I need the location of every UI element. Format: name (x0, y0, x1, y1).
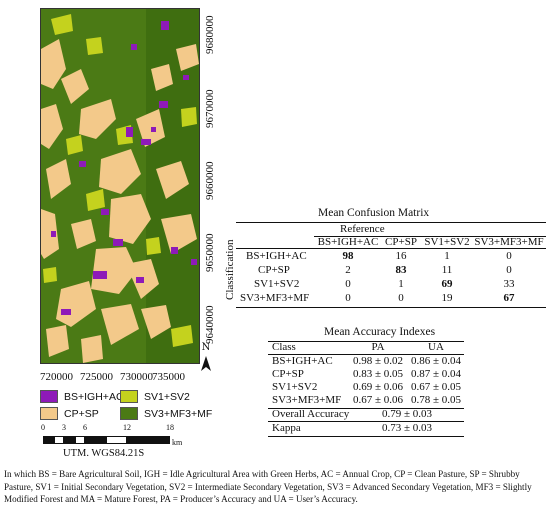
legend-item: SV3+MF3+MF (120, 407, 212, 420)
legend-item: CP+SP (40, 407, 99, 420)
cm-cell: 0 (506, 250, 512, 262)
legend-swatch (40, 407, 58, 420)
cm-cell: 0 (345, 278, 351, 290)
cm-cell: 1 (398, 278, 404, 290)
x-tick-label: 735000 (152, 371, 185, 383)
legend-label: CP+SP (64, 407, 99, 420)
scale-bar (43, 436, 170, 444)
scale-unit: km (172, 438, 183, 447)
classification-map (40, 8, 200, 364)
acc-row-label: CP+SP (272, 368, 304, 380)
x-tick-label: 730000 (120, 371, 153, 383)
reference-label: Reference (340, 223, 385, 235)
acc-header: UA (428, 341, 444, 353)
y-tick-label: 9670000 (204, 89, 216, 129)
acc-row-label: BS+IGH+AC (272, 355, 333, 367)
y-tick-label: 9650000 (204, 233, 216, 273)
cm-cell: 1 (444, 250, 450, 262)
x-tick-label: 725000 (80, 371, 113, 383)
scale-label: 18 (166, 423, 174, 432)
cm-row-label: SV1+SV2 (254, 278, 300, 290)
crs-label: UTM. WGS84.21S (63, 448, 145, 459)
cm-column-header: SV3+MF3+MF (474, 236, 544, 248)
legend-swatch (120, 390, 138, 403)
scale-label: 0 (41, 423, 45, 432)
legend-item: BS+IGH+AC (40, 390, 124, 403)
rule (314, 236, 546, 237)
kappa-label: Kappa (272, 422, 301, 434)
scale-label: 12 (123, 423, 131, 432)
kappa-value: 0.73 ± 0.03 (381, 422, 433, 434)
rule (268, 421, 464, 422)
acc-row-label: SV3+MF3+MF (272, 394, 342, 406)
acc-ua: 0.67 ± 0.05 (410, 381, 462, 393)
cm-cell: 0 (345, 292, 351, 304)
legend-swatch (120, 407, 138, 420)
cm-cell: 69 (441, 278, 453, 290)
cm-cell: 19 (441, 292, 453, 304)
cm-cell: 0 (506, 264, 512, 276)
acc-ua: 0.78 ± 0.05 (410, 394, 462, 406)
cm-row-label: BS+IGH+AC (246, 250, 307, 262)
cm-column-header: CP+SP (385, 236, 417, 248)
rule (268, 354, 464, 355)
acc-header: PA (371, 341, 385, 353)
overall-accuracy-label: Overall Accuracy (272, 408, 350, 420)
cm-column-header: BS+IGH+AC (317, 236, 379, 248)
confusion-matrix-title: Mean Confusion Matrix (318, 207, 430, 219)
acc-pa: 0.69 ± 0.06 (352, 381, 404, 393)
land-cover-raster (41, 9, 199, 363)
cm-cell: 16 (395, 250, 407, 262)
rule (236, 248, 546, 249)
cm-row-label: CP+SP (258, 264, 290, 276)
cm-cell: 2 (345, 264, 351, 276)
classification-label: Classification (224, 239, 236, 301)
cm-cell: 33 (503, 278, 515, 290)
rule (268, 341, 464, 342)
acc-ua: 0.86 ± 0.04 (410, 355, 462, 367)
cm-cell: 67 (503, 292, 515, 304)
acc-pa: 0.67 ± 0.06 (352, 394, 404, 406)
acc-pa: 0.98 ± 0.02 (352, 355, 404, 367)
cm-cell: 83 (395, 264, 407, 276)
acc-row-label: SV1+SV2 (272, 381, 318, 393)
y-tick-label: 9660000 (204, 161, 216, 201)
scale-label: 6 (83, 423, 87, 432)
x-tick-label: 720000 (40, 371, 73, 383)
legend-item: SV1+SV2 (120, 390, 190, 403)
legend-swatch (40, 390, 58, 403)
scale-label: 3 (62, 423, 66, 432)
cm-cell: 11 (441, 264, 453, 276)
cm-column-header: SV1+SV2 (424, 236, 470, 248)
accuracy-title: Mean Accuracy Indexes (324, 326, 436, 338)
cm-cell: 0 (398, 292, 404, 304)
acc-ua: 0.87 ± 0.04 (410, 368, 462, 380)
legend-label: SV3+MF3+MF (144, 407, 213, 420)
y-tick-label: 9680000 (204, 15, 216, 55)
overall-accuracy-value: 0.79 ± 0.03 (381, 408, 433, 420)
legend-label: SV1+SV2 (144, 390, 190, 403)
legend-label: BS+IGH+AC (64, 390, 124, 403)
rule (236, 222, 546, 223)
acc-header: Class (272, 341, 296, 353)
north-label: N (202, 342, 211, 353)
acc-pa: 0.83 ± 0.05 (352, 368, 404, 380)
rule (268, 408, 464, 409)
footnote: In which BS = Bare Agricultural Soil, IG… (4, 469, 532, 504)
rule (268, 436, 464, 437)
north-arrow-icon: N (198, 338, 214, 372)
cm-cell: 98 (342, 250, 354, 262)
cm-row-label: SV3+MF3+MF (240, 292, 310, 304)
rule (236, 307, 546, 308)
